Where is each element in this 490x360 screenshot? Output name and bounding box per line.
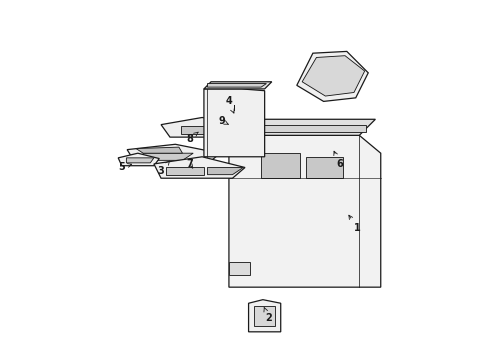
Polygon shape [181,126,222,134]
Polygon shape [302,56,365,96]
Polygon shape [207,167,243,175]
Polygon shape [136,147,182,153]
Text: 3: 3 [158,161,170,176]
Text: 9: 9 [219,116,228,126]
Polygon shape [204,82,272,89]
Text: 5: 5 [119,162,132,172]
Text: 2: 2 [264,307,271,323]
Polygon shape [297,51,368,102]
Polygon shape [248,300,281,332]
Text: 4: 4 [225,96,234,113]
Polygon shape [254,306,275,327]
Text: 6: 6 [334,151,343,169]
Text: 8: 8 [186,132,198,144]
Polygon shape [225,111,243,128]
Polygon shape [229,262,250,275]
Polygon shape [154,157,245,178]
Polygon shape [167,167,204,175]
Polygon shape [306,157,343,178]
Polygon shape [207,84,267,87]
Polygon shape [204,89,265,157]
Polygon shape [127,144,220,164]
Polygon shape [161,117,247,137]
Polygon shape [118,153,159,166]
Polygon shape [229,119,375,135]
Polygon shape [126,158,154,163]
Polygon shape [245,125,367,132]
Text: 7: 7 [186,159,193,169]
Polygon shape [143,153,193,160]
Polygon shape [229,135,381,287]
Text: 1: 1 [349,215,361,233]
Polygon shape [261,153,300,178]
